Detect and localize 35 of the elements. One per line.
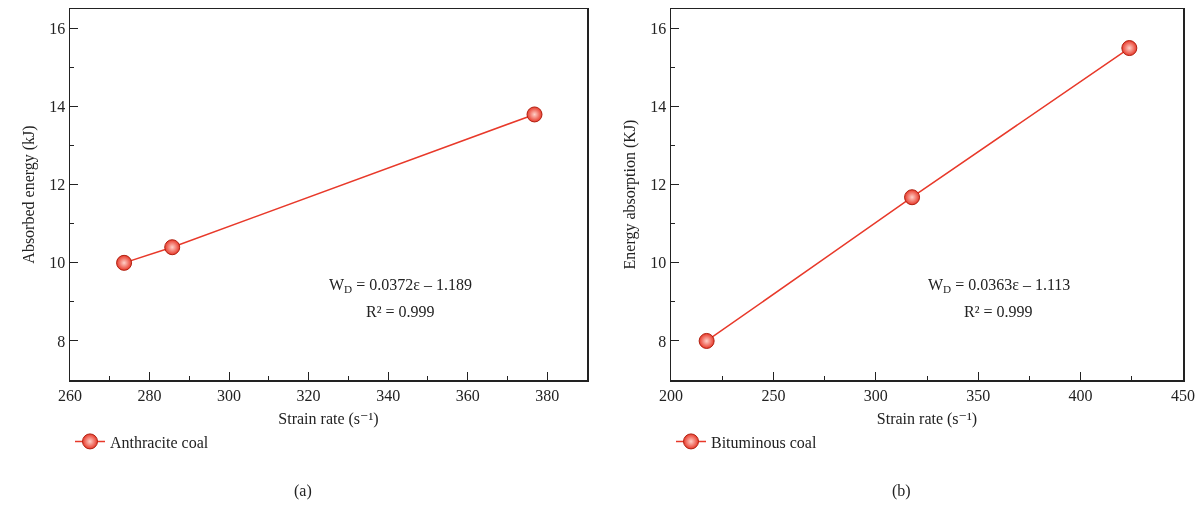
x-tick-label: 450 <box>1171 386 1195 404</box>
x-tick-label: 200 <box>659 386 683 404</box>
y-tick-label: 14 <box>49 98 66 116</box>
x-tick-label: 260 <box>58 386 82 404</box>
y-tick-label: 12 <box>49 176 66 194</box>
x-tick-label: 320 <box>296 386 321 404</box>
text: (a) <box>294 482 312 500</box>
x-tick-label: 380 <box>535 386 560 404</box>
annotation: R² = 0.999 <box>366 303 435 320</box>
y-tick-label: 8 <box>57 332 66 350</box>
x-tick-label: 360 <box>455 386 480 404</box>
annotation: W$_{D}$ = 0.0363ε – 1.113 <box>928 276 1071 296</box>
x-tick-label: 340 <box>376 386 401 404</box>
x-tick-label: 400 <box>1068 386 1093 404</box>
x-tick-label: 300 <box>217 386 242 404</box>
y-tick-label: 16 <box>49 20 66 38</box>
y-tick-label: 12 <box>650 176 667 194</box>
y-tick-label: 8 <box>658 332 667 350</box>
x-axis-title: Strain rate (s⁻¹) <box>876 410 978 429</box>
y-tick-label: 10 <box>650 254 667 272</box>
annotation: R² = 0.999 <box>964 303 1033 320</box>
y-tick-label: 10 <box>49 254 66 272</box>
x-axis-title: Strain rate (s⁻¹) <box>278 410 379 429</box>
annotation: W$_{D}$ = 0.0372ε – 1.189 <box>329 276 472 296</box>
y-axis-title: Absorbed energy (kJ) <box>20 125 39 264</box>
y-axis-title: Energy absorption (KJ) <box>621 119 640 270</box>
y-tick-label: 16 <box>650 20 667 38</box>
legend-label: Bituminous coal <box>711 433 817 451</box>
x-tick-label: 300 <box>863 386 888 404</box>
x-tick-label: 250 <box>761 386 786 404</box>
x-tick-label: 350 <box>966 386 991 404</box>
text: (b) <box>892 482 911 500</box>
y-tick-label: 14 <box>650 98 667 116</box>
x-tick-label: 280 <box>137 386 162 404</box>
legend-label: Anthracite coal <box>110 433 209 451</box>
